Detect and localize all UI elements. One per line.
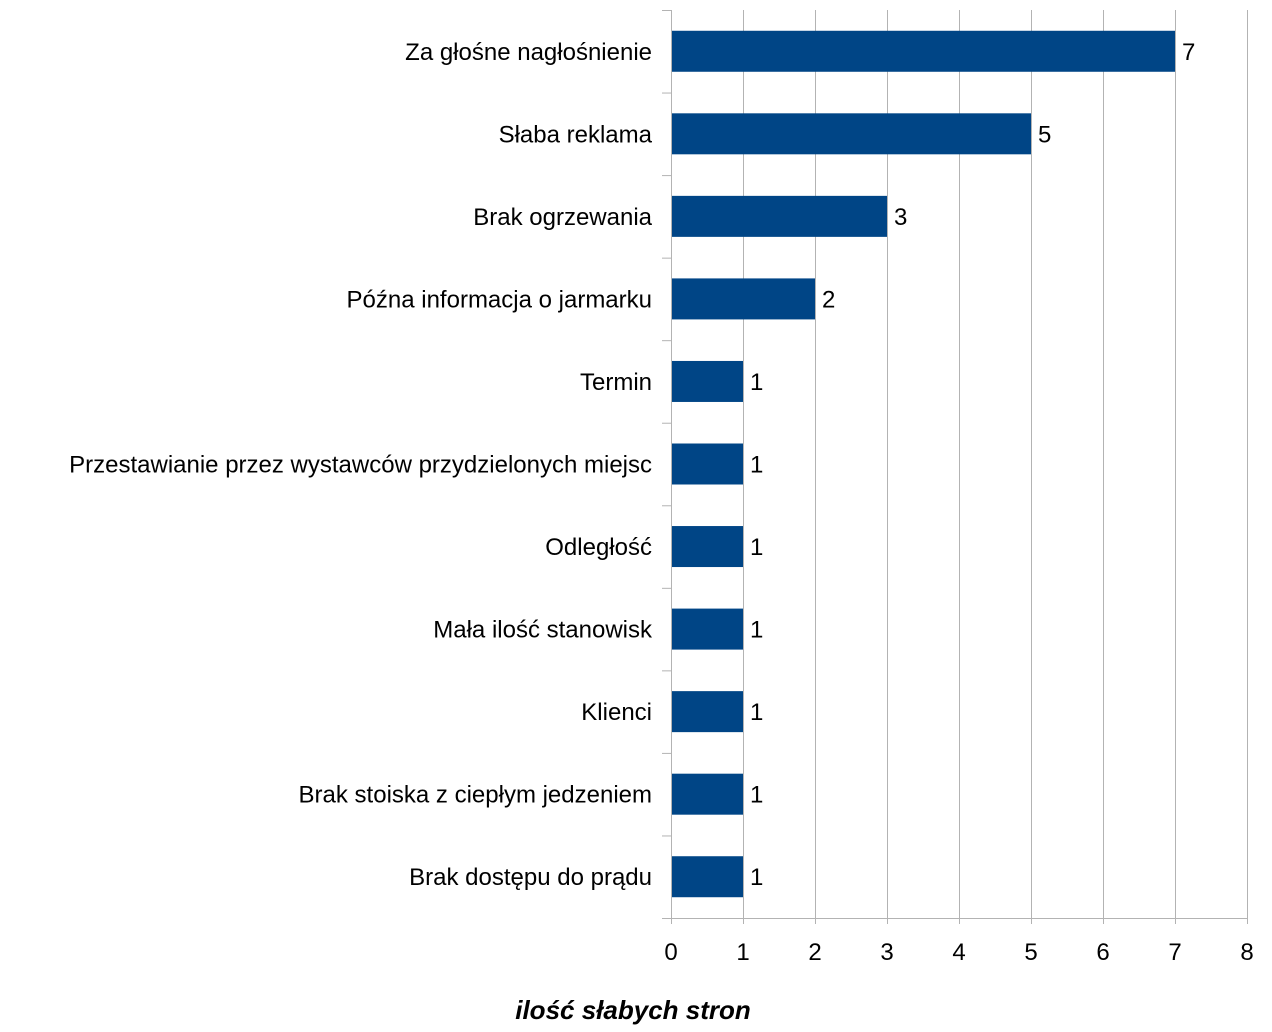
bars (671, 30, 1175, 898)
category-label: Przestawianie przez wystawców przydzielo… (69, 452, 652, 479)
axes (662, 10, 1248, 924)
data-label: 1 (750, 452, 763, 479)
x-tick-label: 1 (736, 939, 749, 966)
bar (671, 773, 743, 815)
bar (671, 195, 887, 237)
category-label: Klienci (581, 699, 652, 726)
data-label: 2 (822, 286, 835, 313)
category-label: Późna informacja o jarmarku (347, 286, 652, 313)
data-label: 5 (1038, 121, 1051, 148)
labels: 0 1 2 3 4 5 6 7 8 Za głośne nagłośnienie 7 Słaba re… (69, 39, 1254, 966)
category-label: Brak stoiska z ciepłym jedzeniem (299, 782, 652, 809)
data-label: 3 (894, 204, 907, 231)
x-tick-label: 4 (952, 939, 965, 966)
bar (671, 526, 743, 568)
category-label: Odległość (545, 534, 652, 561)
bar (671, 30, 1175, 72)
bar (671, 360, 743, 402)
data-label: 1 (750, 782, 763, 809)
x-tick-label: 5 (1024, 939, 1037, 966)
category-label: Brak ogrzewania (473, 204, 652, 231)
data-label: 1 (750, 617, 763, 644)
data-label: 1 (750, 369, 763, 396)
category-label: Słaba reklama (499, 121, 653, 148)
x-tick-label: 2 (808, 939, 821, 966)
bar (671, 113, 1031, 155)
bar (671, 608, 743, 650)
bar (671, 443, 743, 485)
data-label: 1 (750, 534, 763, 561)
bar (671, 856, 743, 898)
bar (671, 691, 743, 733)
data-label: 1 (750, 699, 763, 726)
x-tick-label: 7 (1168, 939, 1181, 966)
x-tick-label: 8 (1240, 939, 1253, 966)
x-tick-label: 6 (1096, 939, 1109, 966)
x-tick-label: 3 (880, 939, 893, 966)
data-label: 7 (1182, 39, 1195, 66)
category-label: Za głośne nagłośnienie (405, 39, 652, 66)
category-label: Mała ilość stanowisk (433, 617, 653, 644)
bar (671, 278, 815, 320)
x-tick-label: 0 (664, 939, 677, 966)
data-label: 1 (750, 864, 763, 891)
category-label: Brak dostępu do prądu (409, 864, 652, 891)
category-label: Termin (580, 369, 652, 396)
grid-lines (743, 10, 1248, 918)
x-axis-title: ilość słabych stron (515, 995, 751, 1025)
